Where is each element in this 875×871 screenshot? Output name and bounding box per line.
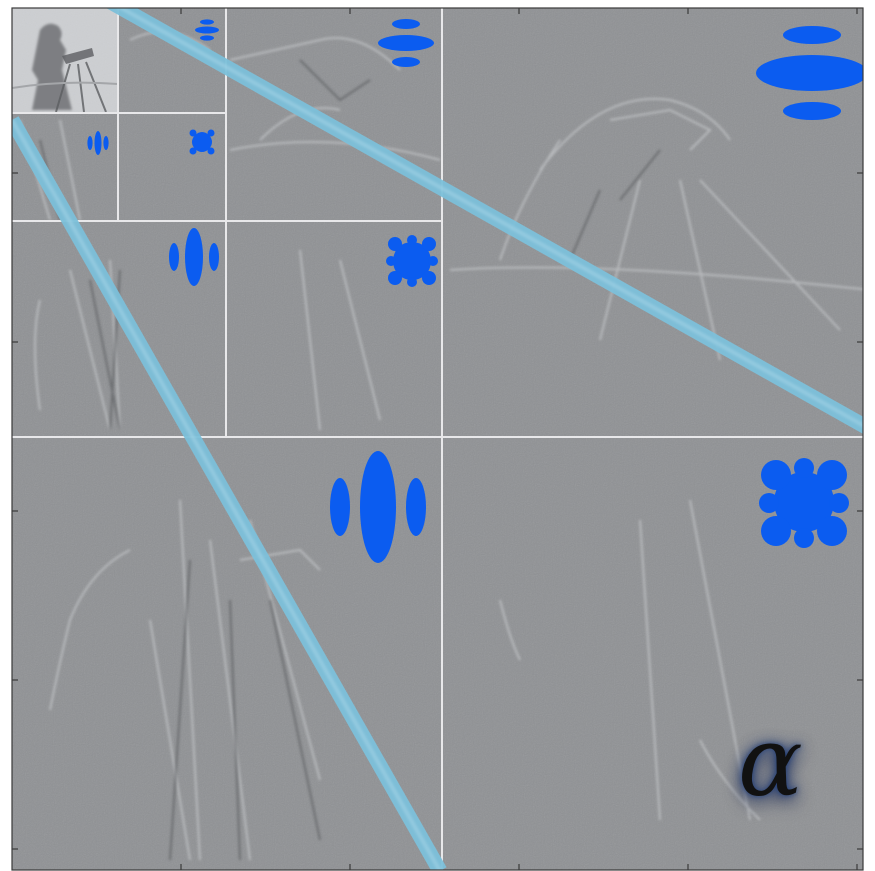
horizontal-filter-icon — [756, 26, 863, 120]
vertical-filter-icon — [87, 131, 109, 155]
subband-separators — [12, 8, 863, 870]
lowpass-image — [12, 8, 119, 113]
vertical-filter-icon — [169, 228, 219, 286]
diagonal-filter-icon — [189, 129, 215, 155]
image-frame — [11, 7, 864, 871]
vertical-filter-icon — [330, 451, 426, 563]
diagonal-filter-icon — [386, 235, 438, 287]
horizontal-filter-icon — [378, 19, 434, 67]
alpha-symbol-label: α — [738, 706, 803, 818]
horizontal-filter-icon — [195, 19, 219, 41]
diagonal-filter-icon — [759, 458, 849, 548]
